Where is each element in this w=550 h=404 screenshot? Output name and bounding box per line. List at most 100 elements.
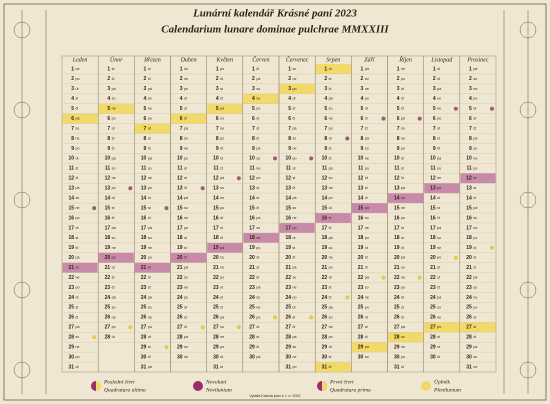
weekday: ne [76,345,80,349]
day-number: 30 [285,354,291,360]
last-quarter-marker [200,186,205,191]
weekday: út [220,146,223,150]
weekday: st [329,286,332,290]
month-name: Květen [215,57,233,63]
day-number: 3 [180,86,183,92]
weekday: st [148,136,151,140]
weekday: st [220,156,223,160]
weekday: út [148,266,151,270]
last-quarter-marker [345,136,350,141]
day-number: 26 [466,315,472,321]
day-number: 3 [433,86,436,92]
weekday: po [76,77,80,81]
weekday: so [112,305,116,309]
day-number: 4 [216,96,219,102]
day-number: 28 [285,335,291,341]
day-number: 13 [141,186,147,192]
day-number: 11 [467,166,473,172]
left-ornament [13,10,47,394]
weekday: ne [473,87,477,91]
day-number: 31 [322,364,328,370]
weekday: st [437,276,440,280]
weekday: st [437,67,440,71]
weekday: ne [401,345,405,349]
day-number: 13 [430,186,436,192]
weekday: út [256,325,259,329]
legend-latin: Plenilunium [433,387,461,393]
day-number: 22 [322,275,328,281]
weekday: út [76,365,79,369]
day-number: 24 [213,295,219,301]
weekday: po [184,156,188,160]
weekday: so [148,97,152,101]
legend-label: Úplněk [434,377,450,385]
day-number: 29 [394,344,400,350]
day-number: 6 [107,116,110,122]
last-quarter-marker [453,106,458,111]
day-number: 19 [105,245,111,251]
weekday: po [76,146,80,150]
weekday: pá [437,295,441,299]
weekday: pá [148,156,152,160]
day-number: 22 [105,275,111,281]
weekday: so [365,286,369,290]
weekday: ne [365,87,369,91]
last-quarter-marker [309,156,314,161]
day-number: 27 [394,325,400,331]
day-number: 16 [213,215,219,221]
weekday: ne [220,266,224,270]
day-number: 3 [107,86,110,92]
day-number: 10 [322,156,328,162]
weekday: st [473,117,476,121]
day-number: 9 [288,146,291,152]
day-number: 16 [249,215,255,221]
day-number: 28 [213,335,219,341]
weekday: čt [365,335,368,339]
day-number: 7 [288,126,291,132]
new-moon-cell [351,203,387,214]
day-number: 3 [216,86,219,92]
day-number: 2 [252,76,255,82]
month-name: Leden [72,57,88,63]
day-number: 30 [177,354,183,360]
day-number: 17 [141,225,147,231]
day-number: 19 [249,245,255,251]
weekday: ne [112,176,116,180]
day-number: 27 [249,325,255,331]
day-number: 5 [144,106,147,112]
day-number: 29 [322,344,328,350]
weekday: so [365,216,369,220]
weekday: pá [220,246,224,250]
day-number: 22 [466,275,472,281]
day-number: 25 [68,305,74,311]
month-name: Září [364,57,376,63]
weekday: čt [473,196,476,200]
weekday: so [76,266,80,270]
day-number: 9 [433,146,436,152]
weekday: ne [148,176,152,180]
weekday: st [76,97,79,101]
weekday: čt [293,256,296,260]
weekday: po [220,206,224,210]
day-number: 22 [394,275,400,281]
day-number: 23 [249,285,255,291]
day-number: 1 [71,66,74,72]
day-number: 11 [69,166,75,172]
weekday: so [184,206,188,210]
day-number: 13 [285,186,291,192]
weekday: čt [437,77,440,81]
weekday: so [220,117,224,121]
weekday: čt [293,186,296,190]
weekday: pá [293,266,297,270]
weekday: čt [256,136,259,140]
first-quarter-marker [92,335,97,340]
legend-latin: Novilunium [205,387,232,393]
day-number: 2 [469,76,472,82]
day-number: 29 [285,344,291,350]
day-number: 11 [358,166,364,172]
day-number: 17 [285,225,291,231]
day-number: 26 [285,315,291,321]
weekday: po [401,77,405,81]
day-number: 4 [361,96,364,102]
weekday: po [148,117,152,121]
